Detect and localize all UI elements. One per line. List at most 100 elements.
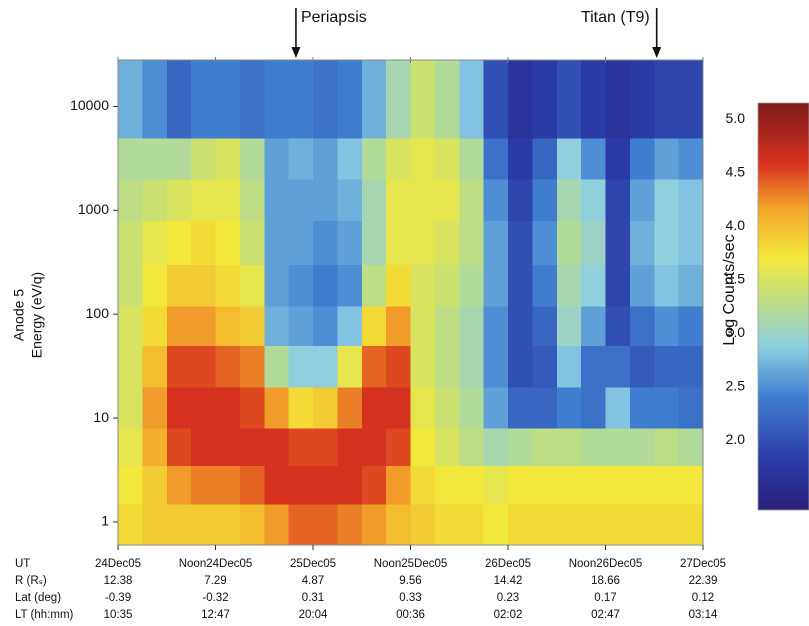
heat-cell <box>142 137 168 180</box>
heat-cell <box>532 386 558 429</box>
heat-cell <box>264 137 290 180</box>
y-tick-label: 10000 <box>70 97 109 113</box>
heat-cell <box>166 305 192 347</box>
heat-cell <box>508 220 533 266</box>
x-tick-label: Noon25Dec05 <box>374 558 448 570</box>
heat-cell <box>386 220 412 266</box>
heat-cell <box>581 220 607 266</box>
heat-cell <box>313 264 338 307</box>
heat-cell <box>410 345 436 388</box>
heat-cell <box>191 137 217 180</box>
heat-cell <box>678 264 704 307</box>
heat-cell <box>483 465 509 505</box>
heat-cell <box>532 465 558 505</box>
heat-cell <box>581 137 607 180</box>
heat-cell <box>166 345 192 388</box>
heat-cell <box>264 428 290 467</box>
colorbar-tick-label: 2.5 <box>726 378 746 394</box>
heat-cell <box>288 60 314 139</box>
heat-cell <box>288 179 314 221</box>
heat-cell <box>459 428 485 467</box>
heat-cell <box>654 428 680 467</box>
ephemeris-value: 4.87 <box>302 575 324 587</box>
ephemeris-value: 12.38 <box>104 575 133 587</box>
heat-cell <box>483 220 509 266</box>
heat-cell <box>605 179 631 221</box>
heat-cell <box>483 386 509 429</box>
heat-cell <box>459 305 485 347</box>
heat-cell <box>166 503 192 546</box>
heat-cell <box>166 179 192 221</box>
heat-cell <box>410 386 436 429</box>
heat-cell <box>215 264 241 307</box>
heat-cell <box>264 345 290 388</box>
heat-cell <box>434 503 460 546</box>
ephemeris-value: 02:02 <box>494 609 523 621</box>
heat-cell <box>191 305 217 347</box>
heat-cell <box>532 503 558 546</box>
heat-cell <box>654 179 680 221</box>
heat-cell <box>605 428 631 467</box>
ephemeris-value: 10:35 <box>104 609 133 621</box>
heat-cell <box>678 137 704 180</box>
heat-cell <box>337 179 363 221</box>
heat-cell <box>191 60 217 139</box>
heat-cell <box>239 305 265 347</box>
heat-cell <box>483 503 509 546</box>
x-tick-label: Noon24Dec05 <box>179 558 253 570</box>
ephemeris-value: 0.33 <box>399 592 421 604</box>
heat-cell <box>118 60 143 139</box>
heat-cell <box>239 428 265 467</box>
heat-cell <box>678 386 704 429</box>
heat-cell <box>678 428 704 467</box>
heat-cell <box>215 179 241 221</box>
heat-cell <box>337 428 363 467</box>
heat-cell <box>239 465 265 505</box>
heat-cell <box>459 179 485 221</box>
heat-cell <box>508 428 533 467</box>
heat-cell <box>142 60 168 139</box>
ephemeris-value: 0.31 <box>302 592 324 604</box>
heat-cell <box>288 503 314 546</box>
heat-cell <box>142 305 168 347</box>
heat-cell <box>629 137 655 180</box>
heat-cell <box>654 220 680 266</box>
heat-cell <box>166 465 192 505</box>
colorbar-tick-label: 3.5 <box>726 270 746 286</box>
heat-cell <box>654 386 680 429</box>
heat-cell <box>581 345 607 388</box>
heat-cell <box>215 137 241 180</box>
heat-cell <box>288 428 314 467</box>
heat-cell <box>386 179 412 221</box>
heat-cell <box>337 60 363 139</box>
heat-cell <box>288 305 314 347</box>
heat-cell <box>118 503 143 546</box>
heat-cell <box>264 465 290 505</box>
heat-cell <box>191 386 217 429</box>
heat-cell <box>483 305 509 347</box>
heat-cell <box>191 465 217 505</box>
heat-cell <box>215 305 241 347</box>
heat-cell <box>581 386 607 429</box>
heat-cell <box>556 60 582 139</box>
annotation-arrowhead <box>291 47 301 58</box>
heat-cell <box>361 137 387 180</box>
heat-cell <box>556 137 582 180</box>
heat-cell <box>166 428 192 467</box>
annotation-arrowhead <box>652 47 662 58</box>
heat-cell <box>386 465 412 505</box>
heat-cell <box>239 220 265 266</box>
heat-cell <box>215 345 241 388</box>
heat-cell <box>118 220 143 266</box>
ephemeris-value: 02:47 <box>591 609 620 621</box>
heat-cell <box>118 305 143 347</box>
heat-cell <box>410 503 436 546</box>
ephemeris-value: 00:36 <box>396 609 425 621</box>
annotation-text: Periapsis <box>301 9 367 26</box>
heat-cell <box>605 465 631 505</box>
heat-cell <box>215 428 241 467</box>
colorbar-tick-label: 5.0 <box>726 110 746 126</box>
heat-cell <box>581 305 607 347</box>
heat-cell <box>410 179 436 221</box>
heat-cell <box>459 345 485 388</box>
